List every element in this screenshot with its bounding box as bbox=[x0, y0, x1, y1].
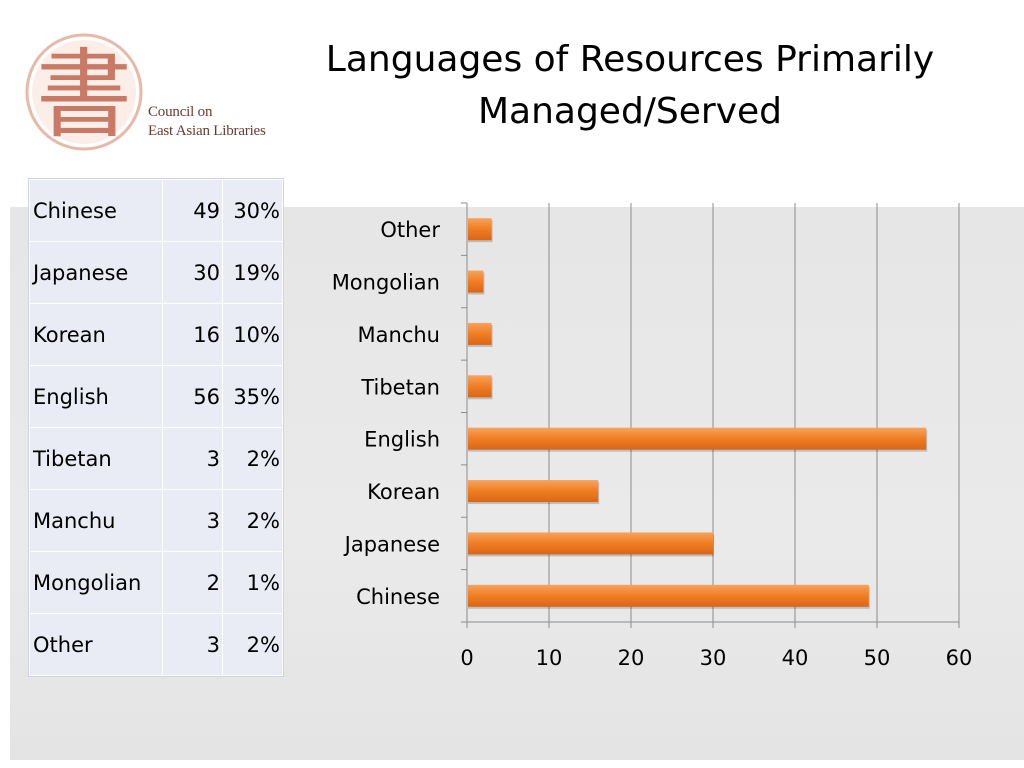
x-tick-label: 30 bbox=[700, 646, 727, 670]
count-cell: 16 bbox=[162, 303, 223, 366]
category-label: Other bbox=[380, 218, 440, 242]
x-tick-label: 50 bbox=[864, 646, 891, 670]
logo-text-line1: Council on bbox=[148, 104, 213, 120]
percent-cell: 10% bbox=[222, 303, 283, 366]
language-cell: Japanese bbox=[29, 241, 163, 304]
category-label: Chinese bbox=[356, 585, 440, 609]
language-cell: Other bbox=[29, 613, 163, 676]
x-tick-label: 60 bbox=[946, 646, 973, 670]
language-cell: Tibetan bbox=[29, 427, 163, 490]
category-label: Tibetan bbox=[360, 375, 440, 399]
table-row: Other 3 2% bbox=[29, 613, 283, 676]
count-cell: 3 bbox=[162, 613, 223, 676]
bar-mongolian bbox=[468, 270, 484, 293]
bar-english bbox=[468, 427, 927, 450]
language-cell: Mongolian bbox=[29, 551, 163, 614]
language-cell: Manchu bbox=[29, 489, 163, 552]
bar-chart: 0 10 20 30 40 50 60 Chinese Japanese Korean Englis… bbox=[332, 202, 973, 670]
title-line-2: Managed/Served bbox=[477, 91, 783, 132]
count-cell: 2 bbox=[162, 551, 223, 614]
bar-korean bbox=[468, 480, 599, 503]
percent-cell: 1% bbox=[222, 551, 283, 614]
percent-cell: 30% bbox=[222, 179, 283, 242]
bar-other bbox=[468, 218, 492, 241]
table-row: Japanese 30 19% bbox=[29, 241, 283, 304]
count-cell: 49 bbox=[162, 179, 223, 242]
count-cell: 30 bbox=[162, 241, 223, 304]
bar-chinese bbox=[468, 584, 869, 607]
percent-cell: 19% bbox=[222, 241, 283, 304]
percent-cell: 2% bbox=[222, 427, 283, 490]
x-tick-label: 20 bbox=[618, 646, 645, 670]
slide-title: Languages of Resources Primarily Managed… bbox=[300, 34, 960, 138]
bar-japanese bbox=[468, 532, 713, 555]
title-line-1: Languages of Resources Primarily bbox=[325, 39, 935, 80]
count-cell: 3 bbox=[162, 489, 223, 552]
language-cell: Korean bbox=[29, 303, 163, 366]
language-cell: English bbox=[29, 365, 163, 428]
table-row: Mongolian 2 1% bbox=[29, 551, 283, 614]
x-tick-label: 40 bbox=[782, 646, 809, 670]
table-row: English 56 35% bbox=[29, 365, 283, 428]
table-row: Tibetan 3 2% bbox=[29, 427, 283, 490]
category-label: Japanese bbox=[343, 532, 440, 556]
category-label: Korean bbox=[367, 480, 440, 504]
category-label: Manchu bbox=[358, 323, 440, 347]
logo-text-line2: East Asian Libraries bbox=[148, 123, 266, 139]
ceal-logo: 書 Council on East Asian Libraries bbox=[24, 16, 274, 168]
table-row: Chinese 49 30% bbox=[29, 179, 283, 242]
x-tick-label: 10 bbox=[536, 646, 563, 670]
bar-manchu bbox=[468, 322, 492, 345]
category-label: Mongolian bbox=[332, 271, 440, 295]
language-cell: Chinese bbox=[29, 179, 163, 242]
category-label: English bbox=[364, 428, 440, 452]
table-row: Manchu 3 2% bbox=[29, 489, 283, 552]
x-tick-label: 0 bbox=[460, 646, 473, 670]
percent-cell: 2% bbox=[222, 613, 283, 676]
logo-glyph: 書 bbox=[36, 39, 132, 151]
count-cell: 3 bbox=[162, 427, 223, 490]
table-row: Korean 16 10% bbox=[29, 303, 283, 366]
percent-cell: 35% bbox=[222, 365, 283, 428]
count-cell: 56 bbox=[162, 365, 223, 428]
logo-emblem-icon: 書 bbox=[25, 33, 143, 151]
language-table: Chinese 49 30% Japanese 30 19% Korean 16 10% Engl… bbox=[28, 178, 284, 677]
bar-tibetan bbox=[468, 375, 492, 398]
percent-cell: 2% bbox=[222, 489, 283, 552]
